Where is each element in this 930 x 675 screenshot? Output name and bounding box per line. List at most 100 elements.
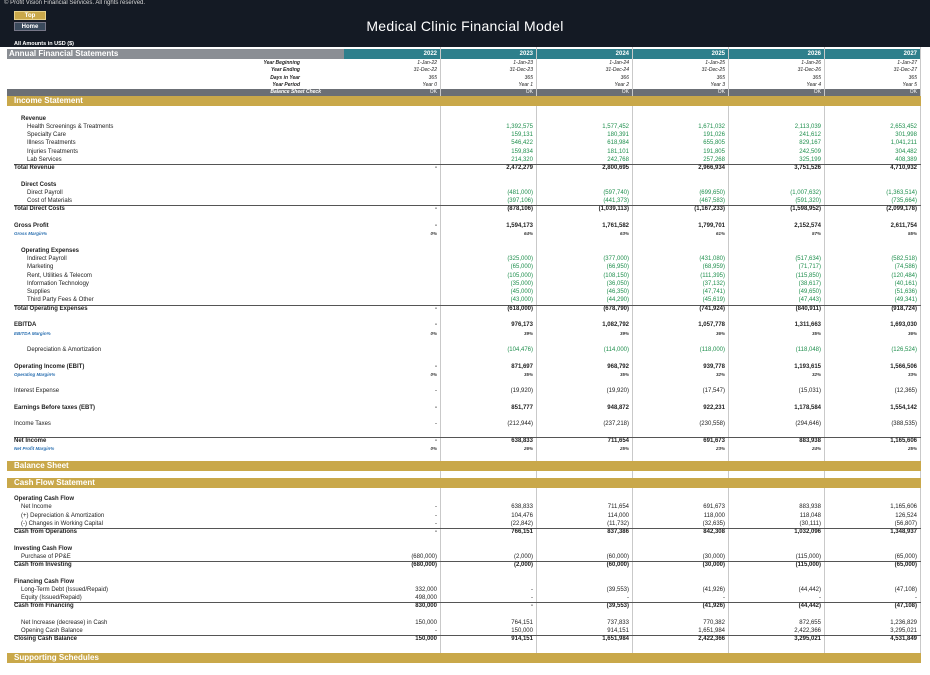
- cell-value[interactable]: -: [435, 512, 437, 519]
- cell-value[interactable]: 618,984: [607, 140, 629, 147]
- cell-value[interactable]: 36%: [907, 330, 917, 336]
- cell-value[interactable]: (32,635): [702, 520, 725, 527]
- cell-value[interactable]: (294,646): [795, 421, 821, 428]
- cell-value[interactable]: 3,295,021: [890, 628, 917, 634]
- cell-value[interactable]: 1,032,096: [794, 529, 821, 535]
- cell-value[interactable]: (441,373): [603, 198, 629, 205]
- cell-value[interactable]: (65,000): [894, 553, 917, 560]
- cell-value[interactable]: 150,000: [415, 619, 437, 626]
- cell-value[interactable]: 55%: [907, 231, 917, 237]
- cell-value[interactable]: 25%: [619, 446, 629, 452]
- cell-value[interactable]: (45,619): [702, 297, 725, 304]
- cell-value[interactable]: (2,000): [513, 562, 533, 568]
- cell-value[interactable]: 2,152,574: [794, 223, 821, 229]
- cell-value[interactable]: (114,000): [603, 347, 629, 354]
- cell-value[interactable]: 408,389: [895, 156, 917, 163]
- cell-value[interactable]: 2,422,366: [698, 636, 725, 643]
- cell-value[interactable]: 150,000: [415, 636, 437, 643]
- cell-value[interactable]: 883,938: [799, 504, 821, 511]
- cell-value[interactable]: (44,290): [606, 297, 629, 304]
- cell-value[interactable]: 1,761,582: [602, 223, 629, 229]
- cell-value[interactable]: -: [435, 223, 437, 229]
- cell-value[interactable]: (1,363,514): [886, 189, 917, 196]
- cell-value[interactable]: (35,000): [510, 280, 533, 287]
- cell-value[interactable]: (22,842): [510, 520, 533, 527]
- cell-value[interactable]: (45,000): [510, 289, 533, 296]
- cell-value[interactable]: (591,320): [795, 198, 821, 205]
- cell-value[interactable]: (39,553): [606, 586, 629, 593]
- cell-value[interactable]: 25%: [907, 446, 917, 452]
- cell-value[interactable]: -: [819, 595, 821, 601]
- cell-value[interactable]: (17,547): [702, 388, 725, 395]
- cell-value[interactable]: 3,295,021: [794, 636, 821, 643]
- cell-value[interactable]: 33%: [907, 371, 917, 377]
- cell-value[interactable]: 1,082,792: [602, 322, 629, 329]
- cell-value[interactable]: 1,193,615: [794, 363, 821, 370]
- cell-value[interactable]: 770,382: [703, 619, 725, 626]
- cell-value[interactable]: (325,000): [507, 256, 533, 263]
- cell-value[interactable]: (1,598,952): [790, 206, 821, 213]
- cell-value[interactable]: 914,151: [607, 628, 629, 634]
- cell-value[interactable]: 35%: [619, 371, 629, 377]
- section-income-statement[interactable]: Income Statement: [7, 96, 921, 106]
- cell-value[interactable]: 180,391: [607, 132, 629, 139]
- cell-value[interactable]: (49,341): [894, 297, 917, 304]
- cell-value[interactable]: -: [915, 595, 917, 601]
- cell-value[interactable]: -: [435, 322, 437, 329]
- cell-value[interactable]: 1,554,142: [890, 404, 917, 411]
- cell-value[interactable]: 2,422,366: [794, 628, 821, 634]
- cell-value[interactable]: 546,422: [511, 140, 533, 147]
- cell-value[interactable]: (115,000): [795, 553, 821, 560]
- cell-value[interactable]: 1,165,606: [890, 438, 917, 445]
- cell-value[interactable]: (1,167,233): [694, 206, 725, 213]
- cell-value[interactable]: 0%: [430, 330, 437, 336]
- cell-value[interactable]: 691,673: [703, 438, 725, 445]
- cell-value[interactable]: 871,697: [511, 363, 533, 370]
- cell-value[interactable]: (230,558): [699, 421, 725, 428]
- cell-value[interactable]: (47,741): [702, 289, 725, 296]
- cell-value[interactable]: 655,805: [703, 140, 725, 147]
- section-supporting-schedules[interactable]: Supporting Schedules: [7, 653, 921, 663]
- cell-value[interactable]: 1,577,452: [602, 123, 629, 130]
- cell-value[interactable]: (237,218): [603, 421, 629, 428]
- cell-value[interactable]: 4,531,849: [890, 636, 917, 643]
- cell-value[interactable]: (46,350): [606, 289, 629, 296]
- cell-value[interactable]: 638,833: [511, 504, 533, 511]
- cell-value[interactable]: (60,000): [606, 562, 629, 568]
- cell-value[interactable]: 35%: [523, 371, 533, 377]
- cell-value[interactable]: -: [723, 595, 725, 601]
- cell-value[interactable]: (840,911): [795, 305, 821, 312]
- cell-value[interactable]: (12,365): [894, 388, 917, 395]
- cell-value[interactable]: (680,000): [411, 553, 437, 560]
- cell-value[interactable]: 241,612: [799, 132, 821, 139]
- cell-value[interactable]: 214,320: [511, 156, 533, 163]
- cell-value[interactable]: (47,108): [894, 586, 917, 593]
- cell-value[interactable]: 23%: [715, 446, 725, 452]
- cell-value[interactable]: -: [435, 529, 437, 535]
- cell-value[interactable]: -: [435, 504, 437, 511]
- cell-value[interactable]: (104,476): [507, 347, 533, 354]
- cell-value[interactable]: 114,000: [607, 512, 629, 519]
- cell-value[interactable]: (111,395): [700, 272, 725, 279]
- cell-value[interactable]: (1,039,113): [598, 206, 629, 213]
- cell-value[interactable]: 939,778: [703, 363, 725, 370]
- cell-value[interactable]: (39,553): [606, 603, 629, 610]
- cell-value[interactable]: (878,106): [507, 206, 533, 213]
- cell-value[interactable]: (60,000): [606, 553, 629, 560]
- cell-value[interactable]: 711,654: [607, 504, 629, 511]
- cell-value[interactable]: 2,113,039: [794, 123, 821, 130]
- cell-value[interactable]: 1,651,984: [602, 636, 629, 643]
- cell-value[interactable]: (56,807): [894, 520, 917, 527]
- cell-value[interactable]: 181,101: [607, 148, 629, 155]
- cell-value[interactable]: 691,673: [703, 504, 725, 511]
- cell-value[interactable]: 63%: [619, 231, 629, 237]
- cell-value[interactable]: 118,048: [799, 512, 821, 519]
- cell-value[interactable]: (41,926): [702, 586, 725, 593]
- cell-value[interactable]: (74,586): [894, 264, 917, 271]
- cell-value[interactable]: (126,524): [891, 347, 917, 354]
- cell-value[interactable]: 36%: [715, 330, 725, 336]
- cell-value[interactable]: (597,740): [603, 189, 629, 196]
- cell-value[interactable]: 2,472,279: [506, 165, 533, 172]
- cell-value[interactable]: (30,000): [702, 562, 725, 568]
- cell-value[interactable]: 301,998: [895, 132, 917, 139]
